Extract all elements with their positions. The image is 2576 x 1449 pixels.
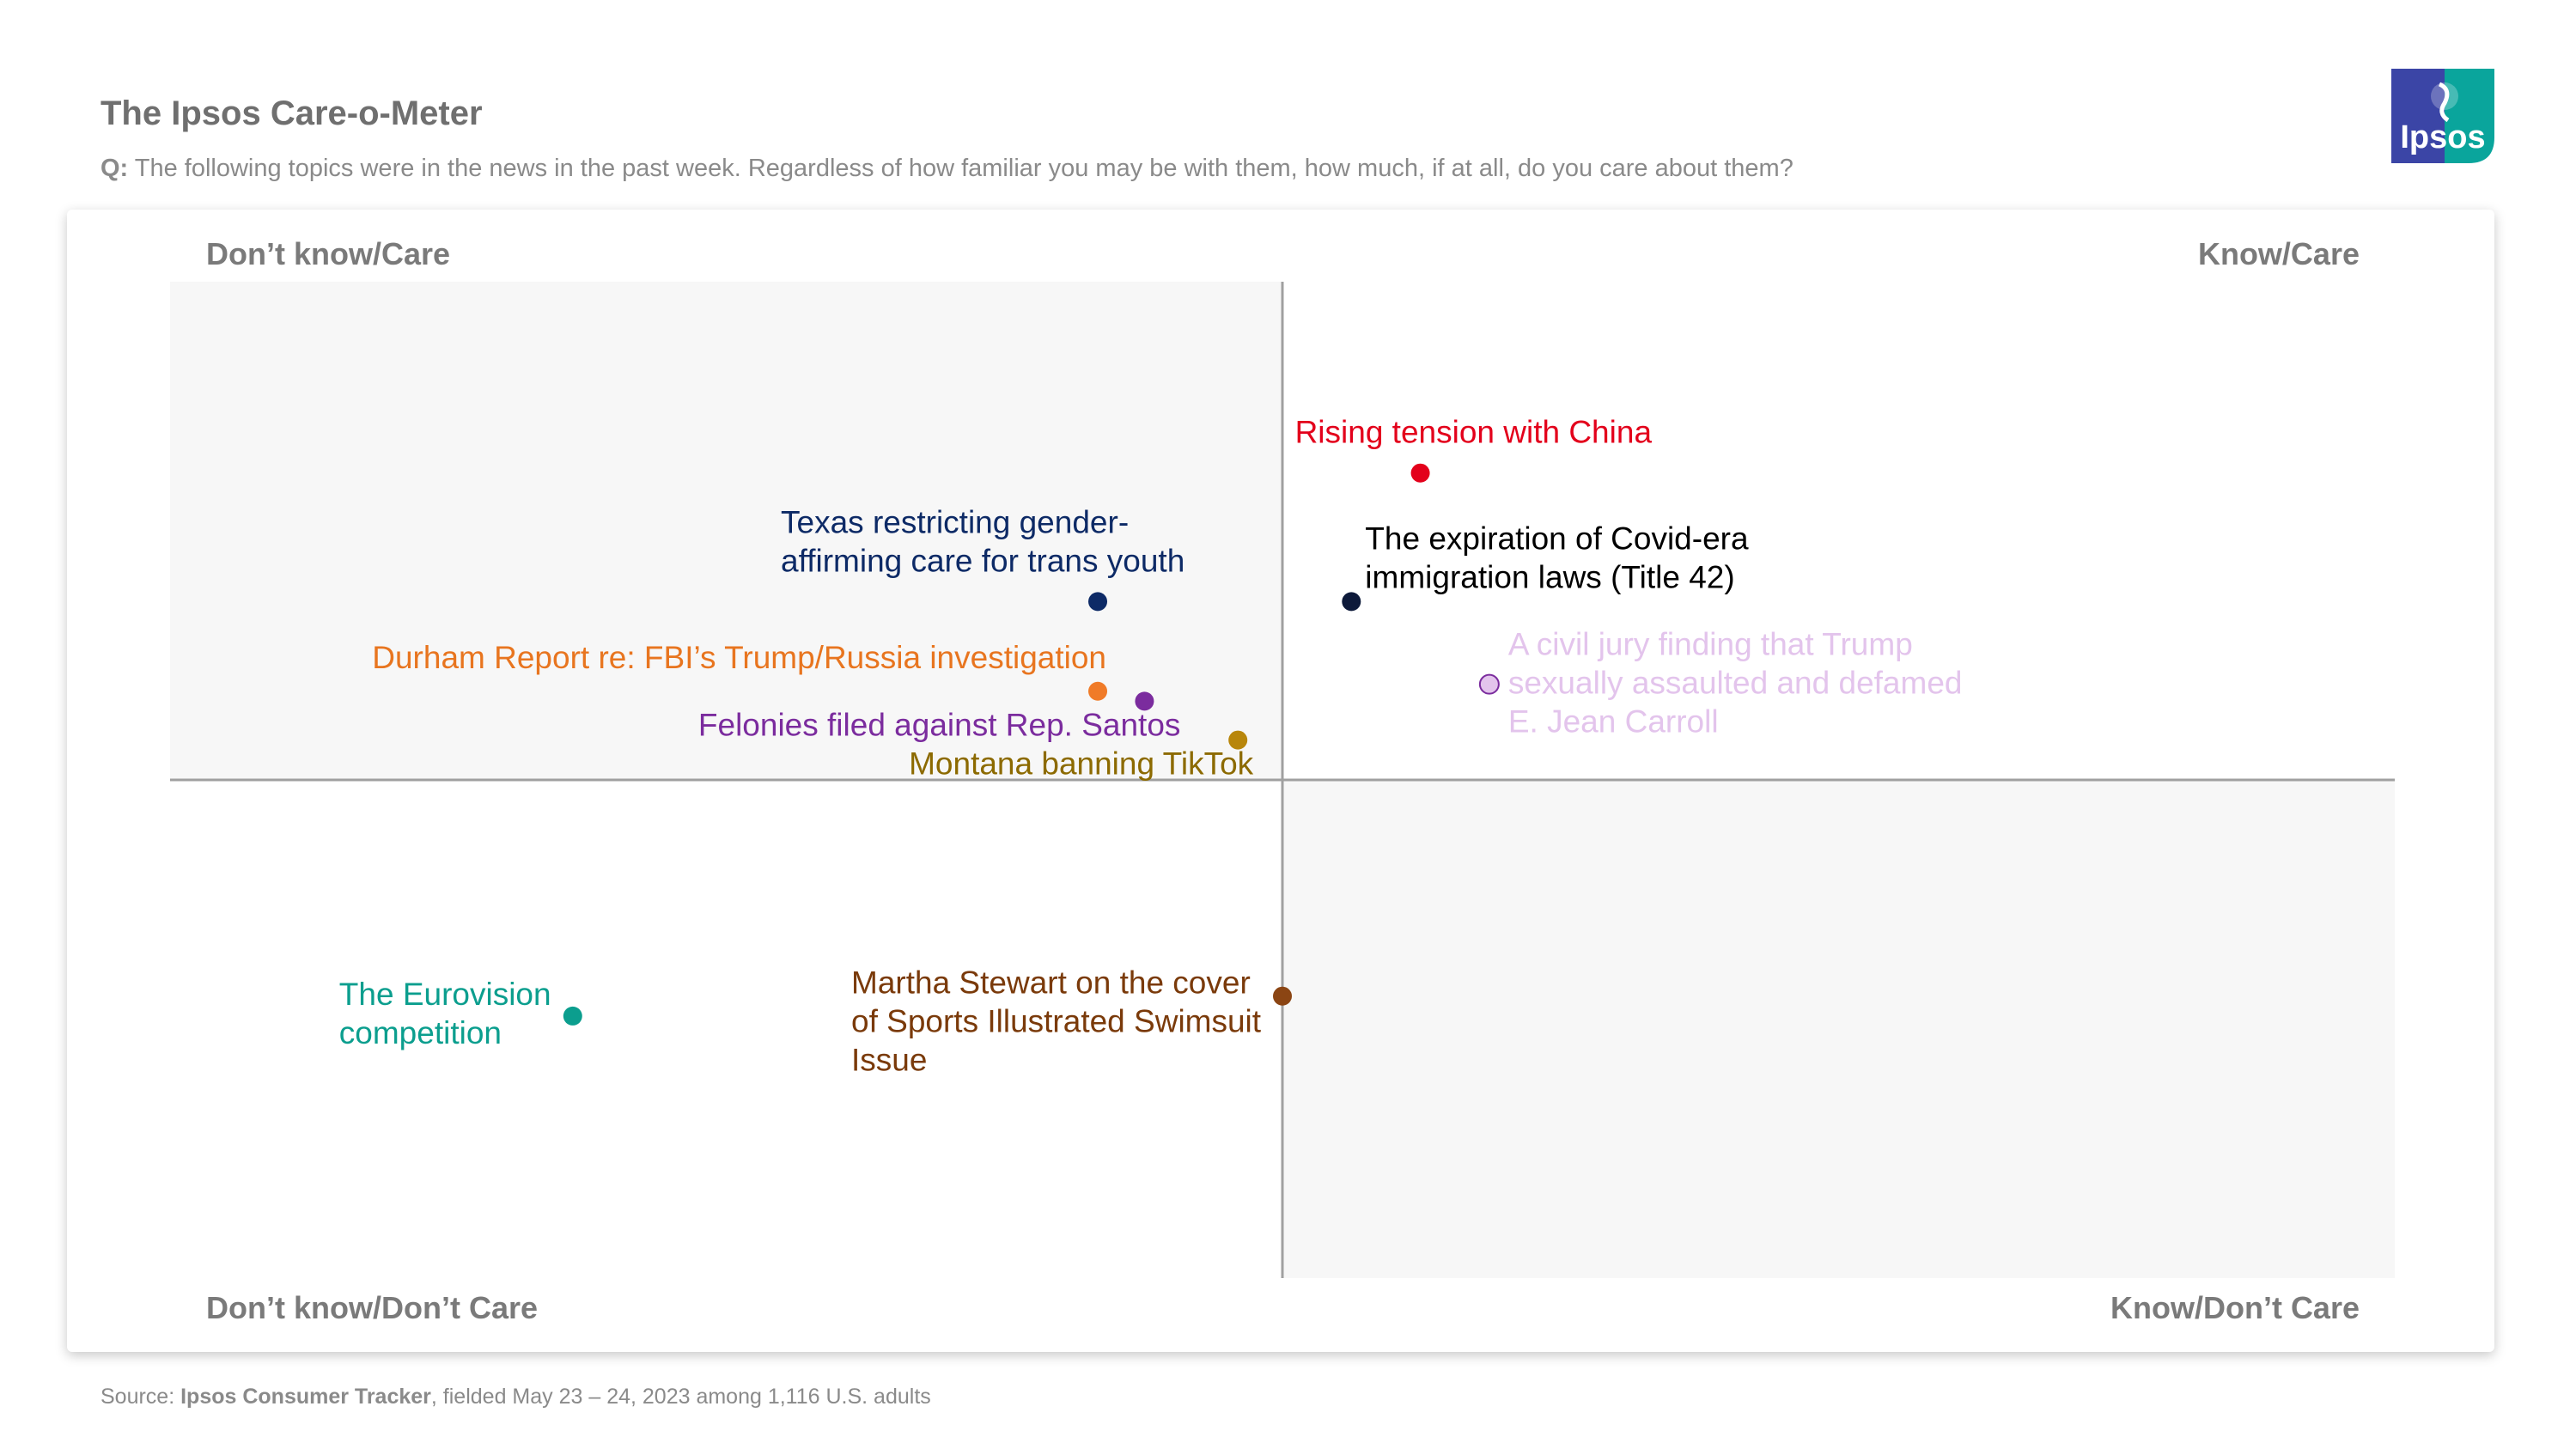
quadrant-bottom-right [1282, 780, 2395, 1278]
data-point-label: Rising tension with China [1295, 415, 1653, 450]
data-point-label-line: immigration laws (Title 42) [1365, 559, 1734, 594]
data-point [1088, 592, 1108, 612]
data-point-label-line: sexually assaulted and defamed [1508, 666, 1963, 701]
data-point-label: Texas restricting gender-affirming care … [781, 504, 1184, 578]
data-point [1410, 463, 1430, 483]
data-point [1135, 691, 1154, 711]
data-point-label: Durham Report re: FBI’s Trump/Russia inv… [372, 640, 1106, 675]
data-point-label-line: Felonies filed against Rep. Santos [698, 707, 1181, 742]
ipsos-logo: Ipsos [2391, 69, 2494, 163]
data-point-label: Martha Stewart on the cover of Sports Ill… [851, 965, 1262, 1078]
data-point-label-line: of Sports Illustrated Swimsuit [851, 1004, 1262, 1039]
source-suffix: , fielded May 23 – 24, 2023 among 1,116 … [430, 1385, 931, 1409]
question-text: The following topics were in the news in… [128, 155, 1793, 182]
logo-mark-circle [2431, 82, 2458, 110]
survey-question: Q: The following topics were in the news… [100, 155, 1793, 183]
data-point-label: The Eurovision competition [339, 977, 551, 1050]
points-layer: Rising tension with China The expiration … [339, 415, 1963, 1078]
source-prefix: Source: [100, 1385, 181, 1409]
logo-accent [2391, 69, 2445, 163]
data-point [1088, 681, 1108, 701]
data-point-label-line: affirming care for trans youth [781, 543, 1184, 578]
data-point-label-line: Issue [851, 1043, 927, 1078]
data-point [1273, 986, 1292, 1006]
data-point-label: Felonies filed against Rep. Santos [698, 707, 1181, 742]
source-note: Source: Ipsos Consumer Tracker, fielded … [100, 1385, 931, 1409]
data-point-label-line: The expiration of Covid-era [1365, 521, 1749, 556]
data-point-label-line: competition [339, 1015, 502, 1050]
data-point-label-line: A civil jury finding that Trump [1508, 627, 1913, 662]
data-point [1228, 730, 1248, 750]
quadrant-top-left-label: Don’t know/Care [206, 236, 451, 271]
source-name: Ipsos Consumer Tracker [180, 1385, 431, 1409]
data-point-label-line: The Eurovision [339, 977, 551, 1012]
question-prefix: Q: [100, 155, 129, 182]
data-point-label-line: Rising tension with China [1295, 415, 1653, 450]
data-point-label-line: Durham Report re: FBI’s Trump/Russia inv… [372, 640, 1106, 675]
data-point-label: Montana banning TikTok [909, 746, 1254, 782]
data-point-label-line: Montana banning TikTok [909, 746, 1254, 782]
quadrant-bottom-left-label: Don’t know/Don’t Care [206, 1290, 538, 1325]
quadrant-bottom-right-label: Know/Don’t Care [2110, 1290, 2360, 1325]
data-point [1478, 673, 1500, 695]
data-point-label-line: E. Jean Carroll [1508, 704, 1719, 740]
data-point-label-line: Martha Stewart on the cover [851, 965, 1251, 1001]
data-point-label: A civil jury finding that Trump sexually … [1508, 627, 1963, 740]
data-point-label: The expiration of Covid-era immigration l… [1365, 521, 1749, 594]
page-title: The Ipsos Care-o-Meter [100, 94, 483, 132]
data-point [563, 1006, 582, 1026]
data-point [1342, 592, 1361, 612]
quadrant-top-right-label: Know/Care [2197, 236, 2360, 271]
logo-mark-line [2438, 82, 2450, 123]
data-point-label-line: Texas restricting gender- [781, 504, 1129, 539]
logo-text: Ipsos [2400, 119, 2485, 155]
